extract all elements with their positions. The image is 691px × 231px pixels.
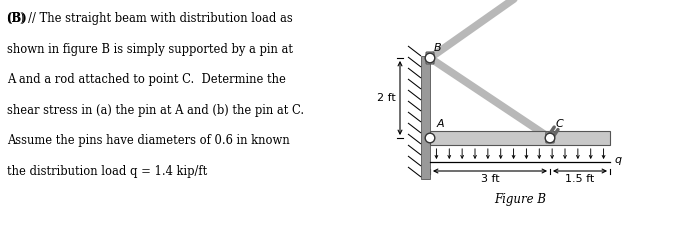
Bar	[430, 131, 610, 145]
Text: 2 ft: 2 ft	[377, 93, 396, 103]
Text: Assume the pins have diameters of 0.6 in known: Assume the pins have diameters of 0.6 in…	[7, 134, 290, 147]
Text: shown in figure B is simply supported by a pin at: shown in figure B is simply supported by…	[7, 43, 293, 55]
Text: 3 ft: 3 ft	[481, 174, 500, 184]
Text: (B) // The straight beam with distribution load as: (B) // The straight beam with distributi…	[7, 12, 293, 25]
FancyBboxPatch shape	[426, 52, 434, 64]
Text: (B): (B)	[7, 12, 28, 25]
Bar	[421, 56, 430, 179]
FancyBboxPatch shape	[546, 132, 554, 143]
Text: A and a rod attached to point C.  Determine the: A and a rod attached to point C. Determi…	[7, 73, 286, 86]
Circle shape	[425, 133, 435, 143]
Circle shape	[545, 133, 555, 143]
Text: 1.5 ft: 1.5 ft	[565, 174, 595, 184]
Text: C: C	[556, 119, 564, 129]
Text: A: A	[437, 119, 444, 129]
Text: B: B	[434, 43, 442, 53]
Text: q: q	[614, 155, 621, 165]
Circle shape	[425, 53, 435, 63]
Text: shear stress in (a) the pin at A and (b) the pin at C.: shear stress in (a) the pin at A and (b)…	[7, 103, 304, 116]
Text: Figure B: Figure B	[494, 193, 546, 206]
Text: the distribution load q = 1.4 kip/ft: the distribution load q = 1.4 kip/ft	[7, 164, 207, 177]
